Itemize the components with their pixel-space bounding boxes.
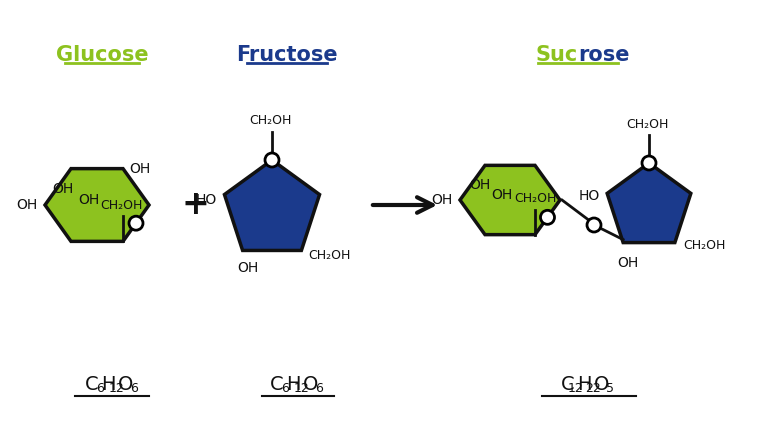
Text: HO: HO bbox=[578, 189, 600, 203]
Text: C: C bbox=[270, 375, 283, 394]
Text: C: C bbox=[561, 375, 574, 394]
Polygon shape bbox=[460, 165, 560, 235]
Circle shape bbox=[129, 216, 143, 230]
Text: CH₂OH: CH₂OH bbox=[308, 249, 350, 262]
Text: Suc: Suc bbox=[536, 45, 578, 65]
Text: OH: OH bbox=[237, 261, 258, 276]
Text: CH₂OH: CH₂OH bbox=[100, 199, 142, 212]
Text: 6: 6 bbox=[130, 382, 138, 396]
Circle shape bbox=[541, 210, 554, 224]
Text: OH: OH bbox=[469, 178, 491, 192]
Text: OH: OH bbox=[78, 193, 100, 207]
Text: OH: OH bbox=[492, 188, 512, 202]
Text: 12: 12 bbox=[568, 382, 584, 396]
Circle shape bbox=[642, 156, 656, 170]
Circle shape bbox=[587, 218, 601, 232]
Text: 12: 12 bbox=[109, 382, 125, 396]
FancyArrowPatch shape bbox=[372, 197, 432, 213]
Text: 6: 6 bbox=[315, 382, 323, 396]
Text: Glucose: Glucose bbox=[56, 45, 148, 65]
Text: OH: OH bbox=[617, 256, 639, 270]
Text: CH₂OH: CH₂OH bbox=[249, 114, 291, 127]
Text: Fructose: Fructose bbox=[237, 45, 338, 65]
Polygon shape bbox=[45, 168, 149, 241]
Text: 6: 6 bbox=[281, 382, 289, 396]
Text: OH: OH bbox=[432, 193, 452, 207]
Text: rose: rose bbox=[578, 45, 630, 65]
Text: O: O bbox=[594, 375, 609, 394]
Polygon shape bbox=[224, 160, 319, 251]
Text: 12: 12 bbox=[294, 382, 310, 396]
Text: 22: 22 bbox=[585, 382, 601, 396]
Text: O: O bbox=[118, 375, 133, 394]
Polygon shape bbox=[607, 163, 691, 243]
Text: C: C bbox=[84, 375, 98, 394]
Text: OH: OH bbox=[129, 162, 151, 176]
Text: CH₂OH: CH₂OH bbox=[626, 118, 668, 130]
Text: H: H bbox=[578, 375, 592, 394]
Text: OH: OH bbox=[52, 181, 74, 196]
Text: +: + bbox=[181, 188, 209, 222]
Text: H: H bbox=[286, 375, 301, 394]
Text: 5: 5 bbox=[606, 382, 614, 396]
Text: O: O bbox=[303, 375, 318, 394]
Text: CH₂OH: CH₂OH bbox=[514, 192, 556, 205]
Text: H: H bbox=[101, 375, 116, 394]
Text: 6: 6 bbox=[96, 382, 104, 396]
Text: OH: OH bbox=[16, 198, 38, 212]
Circle shape bbox=[265, 153, 279, 167]
Text: HO: HO bbox=[196, 193, 217, 206]
Text: CH₂OH: CH₂OH bbox=[684, 239, 726, 252]
